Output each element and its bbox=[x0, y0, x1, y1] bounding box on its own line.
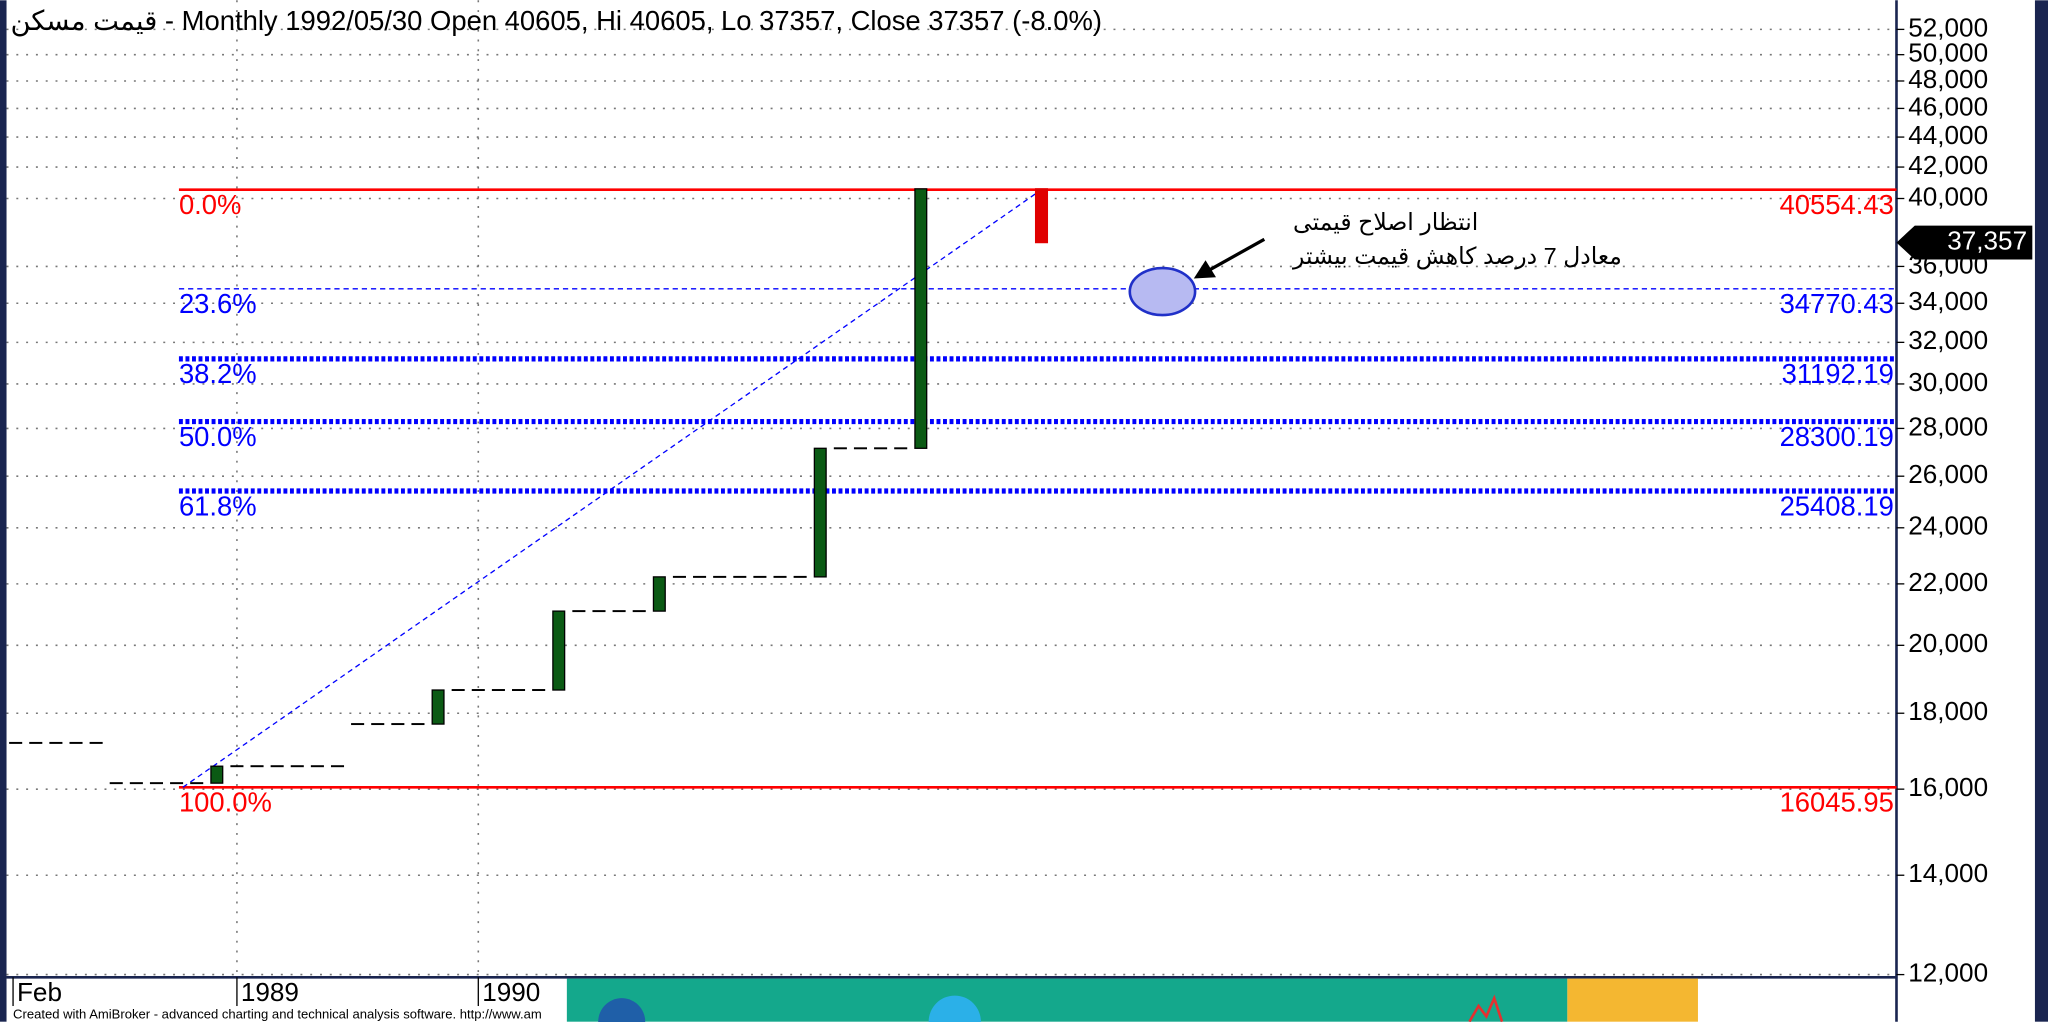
y-tick-label: 50,000 bbox=[1908, 38, 1988, 68]
fib-percent: 23.6% bbox=[179, 288, 257, 319]
last-price-box bbox=[1896, 225, 2033, 260]
y-tick-label: 26,000 bbox=[1908, 459, 1988, 489]
y-tick-label: 16,000 bbox=[1908, 772, 1988, 802]
footer: Created with AmiBroker - advanced charti… bbox=[13, 1007, 542, 1022]
arrow-shaft bbox=[1207, 237, 1266, 273]
candle bbox=[813, 447, 827, 578]
fib-value: 28300.19 bbox=[1780, 421, 1894, 452]
arrow-head bbox=[1193, 260, 1216, 279]
fib-percent: 100.0% bbox=[179, 787, 272, 818]
chart-title: قیمت مسکن - Monthly 1992/05/30 Open 4060… bbox=[10, 5, 1102, 37]
fib-percent: 38.2% bbox=[179, 358, 257, 389]
candle bbox=[431, 689, 445, 725]
fib-percent: 61.8% bbox=[179, 490, 257, 521]
y-tick-label: 40,000 bbox=[1908, 181, 1988, 211]
trend-line bbox=[182, 189, 1042, 788]
y-tick-label: 20,000 bbox=[1908, 628, 1988, 658]
fib-percent: 0.0% bbox=[179, 189, 241, 220]
x-tick-label: Feb bbox=[17, 977, 62, 1007]
fibonacci: 0.0% 40554.43 23.6% 34770.43 38.2% 31192.19 50… bbox=[178, 188, 1897, 818]
candle bbox=[1034, 188, 1049, 244]
annotation: انتظار اصلاح قیمتی bbox=[1293, 209, 1478, 236]
x-tick-label: 1989 bbox=[241, 977, 299, 1007]
y-tick-label: 32,000 bbox=[1908, 325, 1988, 355]
y-tick-label: 52,000 bbox=[1908, 12, 1988, 42]
right-frame bbox=[2034, 0, 2048, 1022]
banner-block bbox=[1567, 978, 1698, 1022]
y-tick-label: 24,000 bbox=[1908, 511, 1988, 541]
y-tick-label: 42,000 bbox=[1908, 150, 1988, 180]
fib-value: 34770.43 bbox=[1780, 288, 1894, 319]
logo bbox=[1468, 994, 1504, 1022]
last-price-label: 37,357 bbox=[1947, 225, 2027, 255]
y-tick-label: 46,000 bbox=[1908, 91, 1988, 121]
fib-value: 40554.43 bbox=[1780, 189, 1894, 220]
banner bbox=[566, 978, 1568, 1022]
left-frame bbox=[0, 0, 7, 1022]
y-tick-label: 48,000 bbox=[1908, 64, 1988, 94]
y-tick-label: 44,000 bbox=[1908, 120, 1988, 150]
x-tick-label: 1990 bbox=[482, 977, 540, 1007]
y-tick-label: 34,000 bbox=[1908, 286, 1988, 316]
y-tick-label: 14,000 bbox=[1908, 858, 1988, 888]
candle bbox=[914, 188, 928, 449]
candle bbox=[552, 610, 566, 691]
y-tick-label: 12,000 bbox=[1908, 958, 1988, 988]
candles bbox=[9, 188, 1049, 785]
candle bbox=[210, 765, 224, 784]
overlay-banner bbox=[566, 978, 1698, 1022]
highlight-ellipse bbox=[1128, 266, 1197, 317]
y-tick-label: 22,000 bbox=[1908, 567, 1988, 597]
candle bbox=[652, 576, 666, 612]
logo bbox=[598, 998, 646, 1022]
fib-percent: 50.0% bbox=[179, 421, 257, 452]
y-tick-label: 18,000 bbox=[1908, 696, 1988, 726]
y-tick-label: 30,000 bbox=[1908, 367, 1988, 397]
fib-value: 25408.19 bbox=[1780, 490, 1894, 521]
fib-value: 31192.19 bbox=[1782, 358, 1894, 389]
grid bbox=[6, 0, 1897, 978]
annotation: معادل 7 درصد کاهش قیمت بیشتر bbox=[1292, 243, 1622, 270]
logo bbox=[928, 995, 981, 1022]
fib-value: 16045.95 bbox=[1780, 787, 1894, 818]
y-tick-label: 28,000 bbox=[1908, 411, 1988, 441]
